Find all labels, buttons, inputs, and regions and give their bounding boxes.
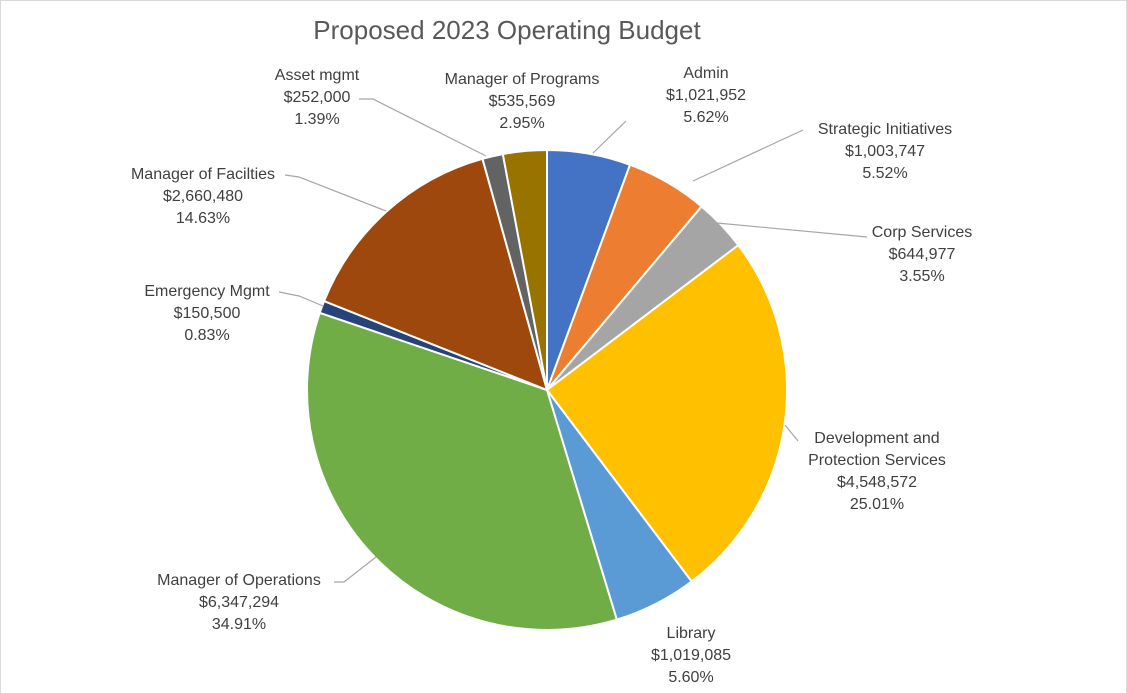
data-label-percent: 34.91% [212, 616, 266, 633]
data-label-percent: 3.55% [899, 268, 944, 285]
data-label-percent: 5.60% [668, 669, 713, 686]
data-label-value: $6,347,294 [199, 594, 279, 611]
data-labels: Admin $1,021,952 5.62% Strategic Initiative… [131, 65, 972, 686]
chart-title: Proposed 2023 Operating Budget [313, 15, 701, 45]
data-label-percent: 14.63% [176, 210, 230, 227]
leader-line-asset-mgmt [359, 98, 487, 157]
data-label-asset-mgmt: Asset mgmt $252,000 1.39% [275, 67, 360, 128]
leader-line-strategic-initiatives [692, 129, 804, 182]
pie-slice-manager-of-programs [501, 148, 548, 391]
data-label-name: Corp Services [872, 224, 972, 241]
leader-line-admin [592, 120, 627, 154]
data-label-manager-of-programs: Manager of Programs $535,569 2.95% [445, 71, 600, 132]
data-label-corp-services: Corp Services $644,977 3.55% [872, 224, 972, 285]
leader-line-corp-services [716, 222, 868, 238]
data-label-library: Library $1,019,085 5.60% [651, 625, 731, 686]
data-label-value: $4,548,572 [837, 474, 917, 491]
data-label-name: Manager of Facilties [131, 166, 275, 183]
data-label-strategic-initiatives: Strategic Initiatives $1,003,747 5.52% [818, 121, 952, 182]
data-label-name: Emergency Mgmt [144, 283, 270, 300]
data-label-percent: 1.39% [294, 111, 339, 128]
data-label-emergency-mgmt: Emergency Mgmt $150,500 0.83% [144, 283, 270, 344]
data-label-name: Admin [683, 65, 728, 82]
data-label-percent: 5.62% [683, 109, 728, 126]
data-label-admin: Admin $1,021,952 5.62% [666, 65, 746, 126]
data-label-value: $644,977 [889, 246, 956, 263]
data-label-value: $1,021,952 [666, 87, 746, 104]
data-label-value: $2,660,480 [163, 188, 243, 205]
data-label-value: $1,019,085 [651, 647, 731, 664]
data-label-name: Development and [814, 430, 939, 447]
pie-slice-manager-of-facilties [322, 157, 549, 392]
data-label-name: Manager of Operations [157, 572, 321, 589]
data-label-name: Manager of Programs [445, 71, 600, 88]
pie-slice-development-and-protection-services [545, 243, 788, 583]
data-label-value: $150,500 [174, 305, 241, 322]
pie-slice-manager-of-operations [306, 311, 619, 631]
data-label-name: Protection Services [808, 452, 946, 469]
data-label-value: $252,000 [284, 89, 351, 106]
data-label-value: $1,003,747 [845, 143, 925, 160]
data-label-name: Strategic Initiatives [818, 121, 952, 138]
pie-slices [306, 148, 788, 631]
data-label-development-and-protection-services: Development and Protection Services $4,548… [808, 430, 946, 513]
leader-line-manager-of-operations [334, 556, 377, 583]
data-label-manager-of-facilties: Manager of Facilties $2,660,480 14.63% [131, 166, 275, 227]
data-label-percent: 0.83% [184, 327, 229, 344]
data-label-value: $535,569 [489, 93, 556, 110]
leader-lines [278, 98, 868, 583]
data-label-name: Library [667, 625, 716, 642]
data-label-manager-of-operations: Manager of Operations $6,347,294 34.91% [157, 572, 321, 633]
leader-line-emergency-mgmt [278, 291, 324, 307]
leader-line-development-and-protection-services [784, 424, 799, 442]
leader-line-manager-of-facilties [284, 174, 387, 212]
data-label-percent: 25.01% [850, 496, 904, 513]
data-label-percent: 5.52% [862, 165, 907, 182]
data-label-percent: 2.95% [499, 115, 544, 132]
data-label-name: Asset mgmt [275, 67, 360, 84]
